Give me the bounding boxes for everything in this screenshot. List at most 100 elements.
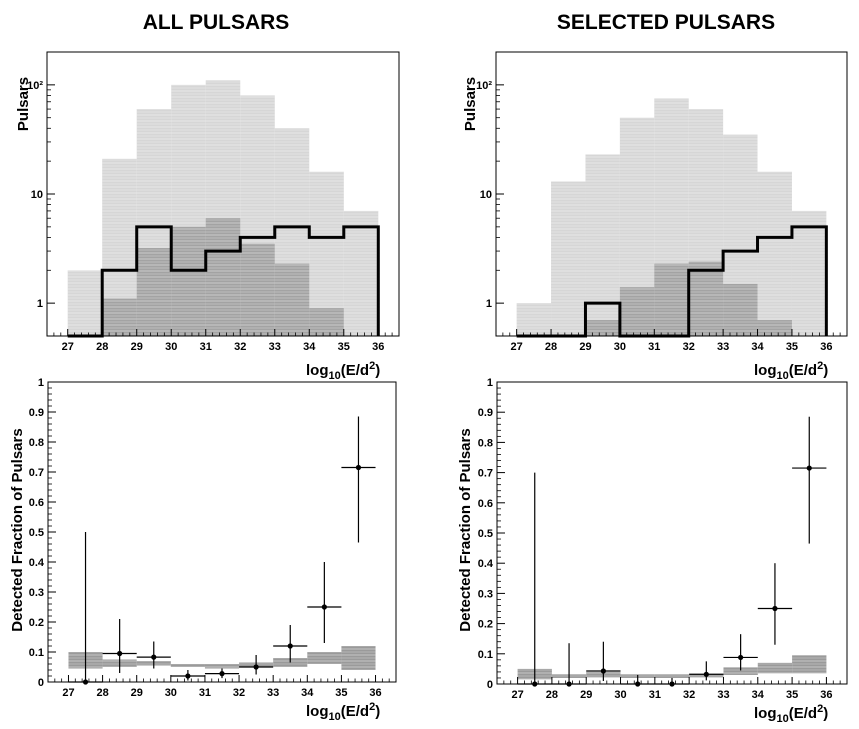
all-hist-subset-bar-texture (205, 218, 241, 336)
sel-frac-x-tick-label: 27 (511, 689, 523, 701)
all-frac-y-tick-label: 1 (38, 377, 44, 389)
all-hist-subset-bar-texture (171, 226, 206, 336)
sel-frac-expected-band-texture (757, 662, 793, 674)
all-hist-subset-bar-texture (274, 263, 310, 336)
sel-hist-x-tick-label: 36 (820, 341, 832, 353)
all-frac-y-tick-label: 0.4 (29, 557, 45, 569)
xlabel-top-right: log10(E/d2) (754, 360, 828, 382)
sel-frac-x-tick-label: 34 (752, 689, 765, 701)
ylabel-top-left: Pulsars (15, 77, 32, 131)
sel-hist-chart: 27 28 29 30 31 32 33 34 35 36 1 10 10² (476, 51, 848, 353)
all-hist-x-tick-label: 31 (200, 341, 212, 353)
all-hist-x-tick-label: 27 (62, 341, 74, 353)
all-hist-subset-bar-texture (240, 243, 275, 336)
all-frac-expected-band-texture (204, 664, 240, 669)
sel-hist-x-tick-label: 34 (751, 341, 764, 353)
sel-hist-all-bar-texture (757, 171, 792, 336)
all-frac-data-point (117, 650, 123, 657)
sel-hist-all-bar-texture (585, 154, 620, 336)
xlabel-bottom-right: log10(E/d2) (754, 703, 828, 725)
all-frac-x-tick-label: 34 (301, 687, 314, 699)
all-frac-x-tick-label: 29 (131, 687, 143, 699)
all-frac-data-point (321, 604, 327, 610)
sel-hist-all-bar-texture (791, 210, 827, 336)
sel-frac-y-tick-label: 0.1 (478, 649, 493, 661)
sel-frac-y-tick-label: 0 (487, 679, 493, 691)
all-hist-subset-bar-texture (309, 308, 344, 336)
sel-frac-y-tick-label: 0.5 (478, 528, 493, 540)
title-all-pulsars: ALL PULSARS (143, 11, 290, 34)
all-frac-data-point (185, 673, 191, 679)
all-frac-y-tick-label: 0.1 (29, 647, 44, 659)
sel-frac-frame (496, 381, 848, 685)
sel-frac-data-point (772, 605, 778, 612)
all-frac-x-tick-label: 28 (96, 687, 108, 699)
title-selected-pulsars: SELECTED PULSARS (557, 11, 775, 34)
all-frac-y-tick-label: 0.6 (29, 497, 44, 509)
all-hist-x-tick-label: 29 (131, 341, 143, 353)
sel-hist-subset-bar-texture (585, 320, 620, 336)
all-frac-y-tick-label: 0.7 (29, 467, 44, 479)
sel-frac-chart: 27 28 29 30 31 32 33 34 35 36 0 0.1 0.2 0.3 0.4 0.5 0.6 0… (478, 377, 848, 701)
sel-frac-expected-band-texture (654, 674, 690, 678)
all-hist-all-bar-texture (343, 210, 379, 336)
all-hist-detected-line (67, 225, 380, 338)
all-frac-chart: 27 28 29 30 31 32 33 34 35 36 0 0.1 0.2 0.3 0.4 0.5 0.6 0… (29, 377, 397, 699)
all-frac-data-point (219, 671, 225, 677)
sel-frac-y-tick-label: 0.8 (478, 437, 493, 449)
sel-frac-y-tick-label: 0.6 (478, 498, 493, 510)
sel-frac-y-tick-label: 0.7 (478, 468, 493, 480)
all-frac-y-tick-label: 0.5 (29, 527, 44, 539)
all-frac-expected-band-texture (170, 664, 205, 667)
all-hist-subset-bar-texture (102, 298, 137, 336)
all-hist-y-tick-label: 10 (31, 189, 43, 201)
all-frac-x-tick-label: 35 (335, 687, 347, 699)
all-hist-y-tick-label: 10² (27, 80, 43, 92)
all-frac-y-tick-label: 0.8 (29, 437, 44, 449)
all-frac-y-tick-label: 0.9 (29, 407, 44, 419)
all-frac-data-point (355, 464, 362, 471)
sel-frac-y-tick-label: 0.9 (478, 407, 493, 419)
sel-hist-x-tick-label: 32 (683, 341, 695, 353)
all-hist-subset-bar-texture (136, 248, 172, 336)
xlabel-top-left: log10(E/d2) (306, 360, 380, 382)
sel-frac-data-point (600, 668, 606, 674)
all-hist-x-tick-label: 30 (165, 341, 177, 353)
sel-hist-x-tick-label: 27 (511, 341, 523, 353)
ylabel-bottom-right: Detected Fraction of Pulsars (457, 428, 474, 631)
all-frac-expected-band-texture (307, 652, 342, 664)
sel-frac-data-point (806, 465, 812, 471)
all-frac-data-point (253, 664, 259, 670)
sel-frac-y-tick-label: 0.3 (478, 588, 493, 600)
sel-frac-x-tick-label: 30 (614, 689, 626, 701)
sel-hist-all-bar-texture (516, 303, 552, 336)
sel-frac-x-tick-label: 32 (683, 689, 695, 701)
sel-frac-y-tick-label: 0.2 (478, 619, 493, 631)
all-frac-frame (47, 381, 397, 683)
sel-hist-x-tick-label: 31 (648, 341, 660, 353)
sel-frac-y-tick-label: 0.4 (478, 558, 494, 570)
all-hist-x-tick-label: 33 (269, 341, 281, 353)
sel-hist-x-tick-label: 29 (579, 341, 591, 353)
sel-frac-expected-band-texture (723, 667, 758, 675)
sel-hist-x-tick-label: 28 (545, 341, 557, 353)
all-frac-y-tick-label: 0 (38, 677, 44, 689)
all-frac-x-tick-label: 36 (369, 687, 381, 699)
all-frac-x-tick-label: 32 (233, 687, 245, 699)
all-frac-x-tick-label: 31 (199, 687, 211, 699)
sel-hist-subset-bar-texture (723, 283, 758, 336)
all-frac-x-tick-label: 33 (267, 687, 279, 699)
all-hist-chart: 27 28 29 30 31 32 33 34 35 36 1 10 10² (27, 51, 400, 353)
sel-frac-x-tick-label: 28 (546, 689, 558, 701)
all-frac-x-tick-label: 27 (62, 687, 74, 699)
all-hist-x-tick-label: 35 (338, 341, 350, 353)
sel-hist-subset-bar-texture (654, 263, 689, 336)
all-hist-x-tick-label: 28 (96, 341, 108, 353)
sel-frac-x-tick-label: 35 (786, 689, 798, 701)
sel-frac-y-tick-label: 1 (487, 377, 493, 389)
all-hist-x-tick-label: 32 (234, 341, 246, 353)
ylabel-top-right: Pulsars (462, 77, 479, 131)
all-frac-expected-band-texture (341, 646, 376, 670)
